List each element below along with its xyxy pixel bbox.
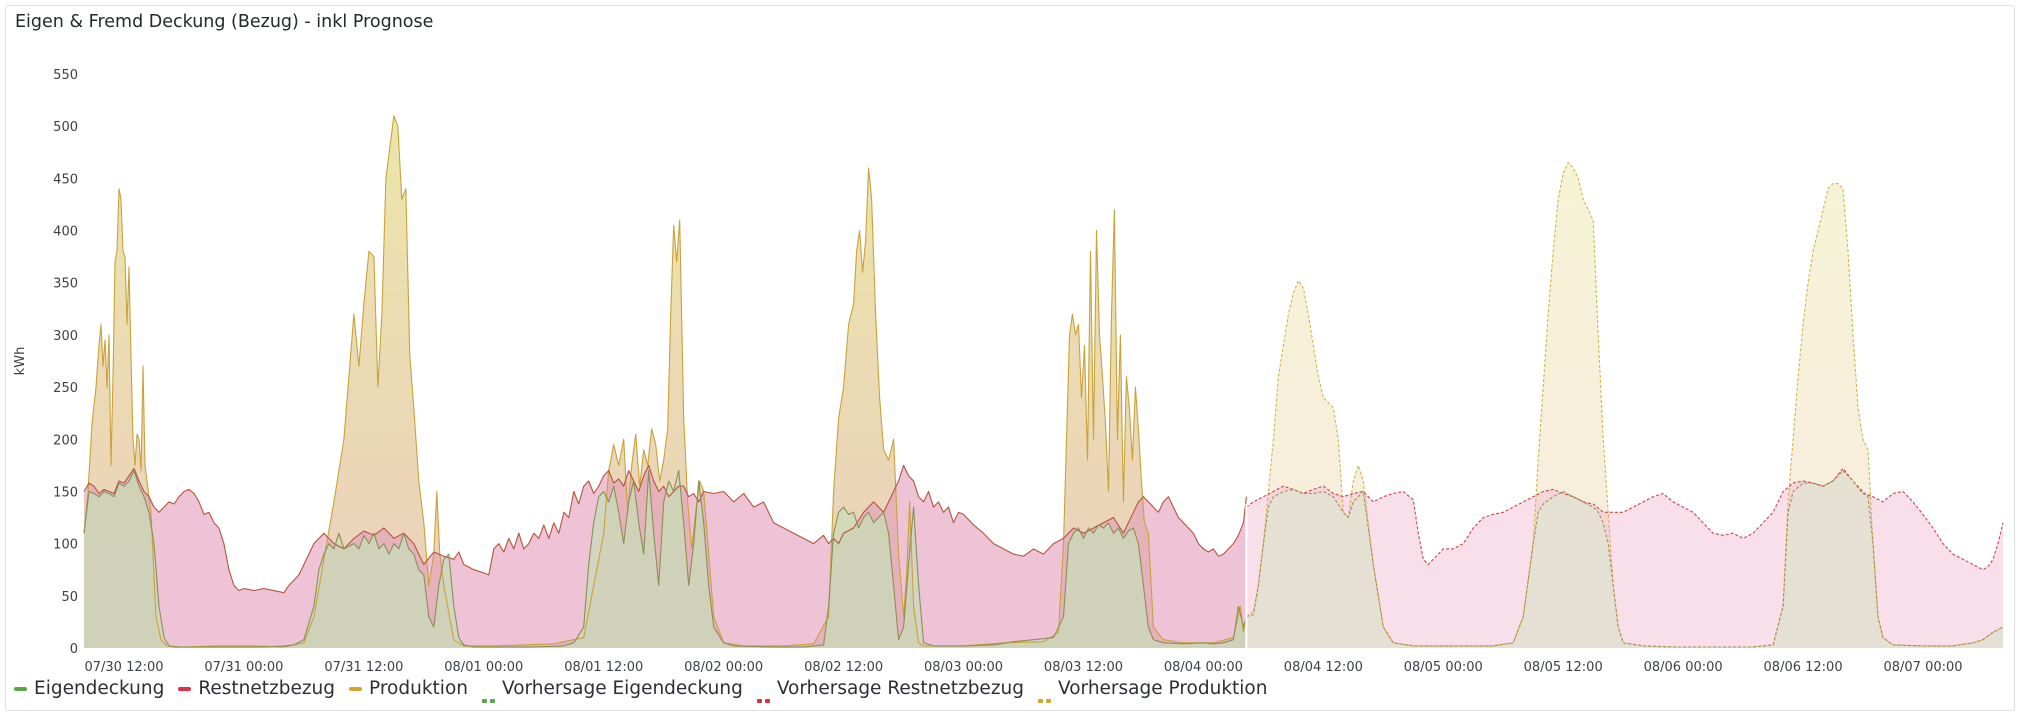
- x-tick-label: 08/01 00:00: [444, 660, 523, 675]
- line-produktion: [83, 115, 1247, 648]
- legend-item-vorhersage-restnetzbezug[interactable]: Vorhersage Restnetzbezug: [756, 678, 1024, 703]
- chart-legend: Eigendeckung Restnetzbezug Produktion Vorhe…: [14, 678, 1268, 703]
- legend-swatch: [1038, 687, 1051, 703]
- legend-item-vorhersage-produktion[interactable]: Vorhersage Produktion: [1038, 678, 1268, 703]
- y-tick-label: 400: [53, 225, 78, 240]
- legend-swatch: [756, 687, 770, 703]
- y-axis: 0 50 100 150 200 250 300 350 400 450 500 550: [53, 68, 78, 657]
- legend-item-eigendeckung[interactable]: Eigendeckung: [14, 678, 164, 699]
- x-tick-label: 07/31 00:00: [204, 660, 283, 675]
- legend-label: Vorhersage Produktion: [1058, 678, 1268, 699]
- x-tick-label: 08/06 12:00: [1764, 660, 1843, 675]
- legend-swatch: [349, 686, 363, 691]
- legend-item-restnetzbezug[interactable]: Restnetzbezug: [178, 678, 335, 699]
- legend-swatch: [14, 686, 27, 691]
- y-tick-label: 350: [53, 277, 78, 292]
- series-areas: [84, 115, 2003, 648]
- y-tick-label: 550: [53, 68, 78, 83]
- legend-label: Produktion: [369, 678, 468, 699]
- legend-swatch: [178, 686, 192, 691]
- y-tick-label: 100: [53, 538, 78, 553]
- x-tick-label: 08/06 00:00: [1644, 660, 1723, 675]
- legend-item-produktion[interactable]: Produktion: [349, 678, 468, 699]
- x-tick-label: 08/02 12:00: [804, 660, 883, 675]
- x-tick-label: 08/05 12:00: [1524, 660, 1603, 675]
- panel-title: Eigen & Fremd Deckung (Bezug) - inkl Pro…: [15, 12, 434, 32]
- y-tick-label: 450: [53, 172, 78, 187]
- y-tick-label: 50: [61, 590, 78, 605]
- y-tick-label: 200: [53, 433, 78, 448]
- x-tick-label: 07/31 12:00: [324, 660, 403, 675]
- legend-item-vorhersage-eigendeckung[interactable]: Vorhersage Eigendeckung: [481, 678, 743, 703]
- area-eigendeckung: [84, 470, 1247, 648]
- y-tick-label: 300: [53, 329, 78, 344]
- y-tick-label: 250: [53, 381, 78, 396]
- legend-label: Eigendeckung: [34, 678, 165, 699]
- x-tick-label: 07/30 12:00: [84, 660, 163, 675]
- area-vorhersage-eigendeckung: [1246, 470, 2003, 648]
- x-tick-label: 08/07 00:00: [1883, 660, 1962, 675]
- line-vorhersage-produktion: [1246, 162, 2004, 648]
- line-vorhersage-restnetzbezug: [1246, 467, 2004, 571]
- x-tick-label: 08/05 00:00: [1404, 660, 1483, 675]
- y-axis-label: kWh: [13, 347, 28, 376]
- area-produktion: [84, 115, 1247, 648]
- legend-label: Restnetzbezug: [198, 678, 336, 699]
- y-tick-label: 150: [53, 485, 78, 500]
- y-tick-label: 500: [53, 120, 78, 135]
- x-tick-label: 08/02 00:00: [684, 660, 763, 675]
- legend-swatch: [481, 687, 495, 703]
- x-tick-label: 08/04 12:00: [1284, 660, 1363, 675]
- y-tick-label: 0: [70, 642, 78, 657]
- x-axis: 07/30 12:00 07/31 00:00 07/31 12:00 08/01 0…: [84, 660, 1962, 675]
- x-tick-label: 08/04 00:00: [1164, 660, 1243, 675]
- series-lines: [83, 115, 2004, 648]
- line-vorhersage-eigendeckung: [1246, 470, 2004, 648]
- x-tick-label: 08/01 12:00: [564, 660, 643, 675]
- legend-label: Vorhersage Eigendeckung: [501, 678, 743, 699]
- line-eigendeckung: [83, 470, 1247, 648]
- x-tick-label: 08/03 12:00: [1044, 660, 1123, 675]
- legend-label: Vorhersage Restnetzbezug: [776, 678, 1024, 699]
- x-tick-label: 08/03 00:00: [924, 660, 1003, 675]
